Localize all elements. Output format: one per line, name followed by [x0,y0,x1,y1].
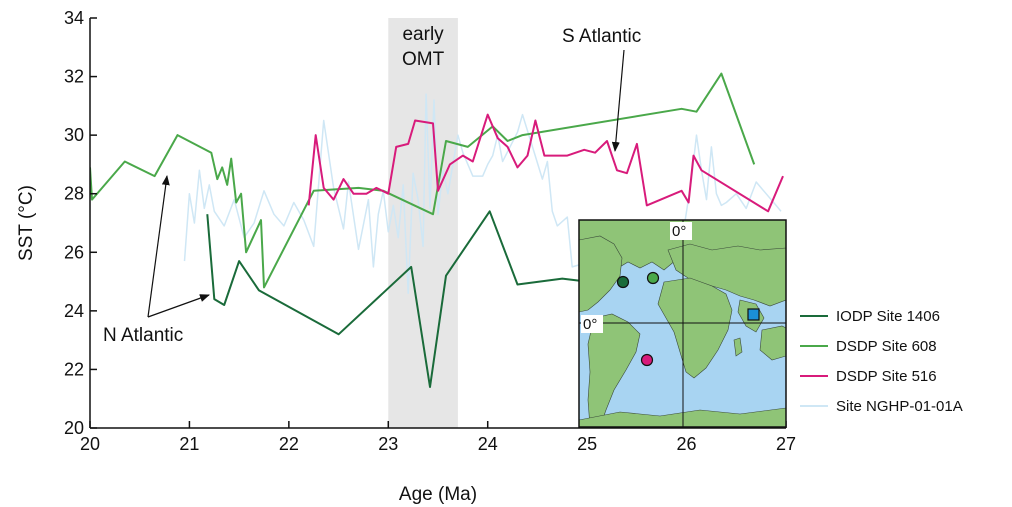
map-land-australia [759,325,786,361]
x-axis-title: Age (Ma) [399,484,477,505]
axes [89,18,786,429]
early-omt-label-line2: OMT [402,49,445,70]
map-land [579,220,786,427]
map-equator-label: 0° [583,316,597,333]
map-frame [578,219,787,428]
x-tick-label: 21 [179,434,199,454]
series-line-iodp-site-1406 [206,210,588,388]
map-site-1406-marker [616,275,630,289]
y-tick-label: 28 [64,184,84,204]
legend-label: DSDP Site 608 [836,338,937,355]
inset-map: 0° 0° [578,219,787,428]
y-axis-title: SST (°C) [16,185,37,261]
arrow-n-atlantic-2 [147,294,210,318]
x-tick-label: 20 [80,434,100,454]
arrow-s-atlantic [611,49,625,152]
annotation-s-atlantic: S Atlantic [562,26,641,47]
annotation-n-atlantic: N Atlantic [103,325,183,346]
series-line-dsdp-site-516 [307,113,784,213]
series-line-dsdp-site-608 [90,72,756,289]
y-tick-label: 34 [64,8,84,28]
y-ticks: 20 22 24 26 28 30 32 34 [64,8,97,438]
y-tick-label: 20 [64,418,84,438]
map-meridian-label: 0° [672,223,686,240]
map-equator-label-bg [581,315,603,333]
early-omt-label-line1: early [402,24,444,45]
map-site-nghp-marker [747,308,760,321]
map-site-608-marker [646,271,660,285]
map-meridian-label-bg [670,222,692,240]
legend-label: DSDP Site 516 [836,368,937,385]
legend-label: IODP Site 1406 [836,308,940,325]
legend: IODP Site 1406 DSDP Site 608 DSDP Site 516… [800,308,963,415]
x-tick-label: 23 [378,434,398,454]
x-tick-label: 25 [577,434,597,454]
x-tick-label: 22 [279,434,299,454]
legend-label: Site NGHP-01-01A [836,398,963,415]
y-tick-label: 24 [64,301,84,321]
y-tick-label: 32 [64,67,84,87]
map-land-south-america [587,313,641,427]
map-site-516-marker [640,353,654,367]
x-tick-label: 24 [478,434,498,454]
y-tick-label: 30 [64,125,84,145]
y-tick-label: 26 [64,242,84,262]
map-land-north-america [579,235,623,313]
map-land-madagascar [733,337,743,357]
x-tick-label: 27 [776,434,796,454]
y-tick-label: 22 [64,359,84,379]
x-tick-label: 26 [677,434,697,454]
arrow-n-atlantic-1 [147,175,170,318]
